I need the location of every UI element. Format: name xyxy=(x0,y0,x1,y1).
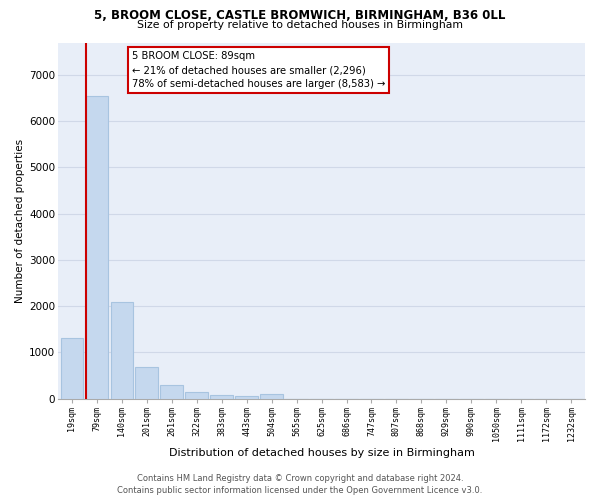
Bar xyxy=(61,338,83,398)
Bar xyxy=(260,394,283,398)
Text: Size of property relative to detached houses in Birmingham: Size of property relative to detached ho… xyxy=(137,20,463,30)
Y-axis label: Number of detached properties: Number of detached properties xyxy=(15,138,25,302)
Bar xyxy=(211,395,233,398)
X-axis label: Distribution of detached houses by size in Birmingham: Distribution of detached houses by size … xyxy=(169,448,475,458)
Text: Contains HM Land Registry data © Crown copyright and database right 2024.
Contai: Contains HM Land Registry data © Crown c… xyxy=(118,474,482,495)
Bar xyxy=(235,396,258,398)
Text: 5, BROOM CLOSE, CASTLE BROMWICH, BIRMINGHAM, B36 0LL: 5, BROOM CLOSE, CASTLE BROMWICH, BIRMING… xyxy=(94,9,506,22)
Text: 5 BROOM CLOSE: 89sqm
← 21% of detached houses are smaller (2,296)
78% of semi-de: 5 BROOM CLOSE: 89sqm ← 21% of detached h… xyxy=(132,52,385,90)
Bar xyxy=(185,392,208,398)
Bar xyxy=(136,367,158,398)
Bar xyxy=(160,385,183,398)
Bar xyxy=(86,96,108,399)
Bar xyxy=(110,302,133,398)
